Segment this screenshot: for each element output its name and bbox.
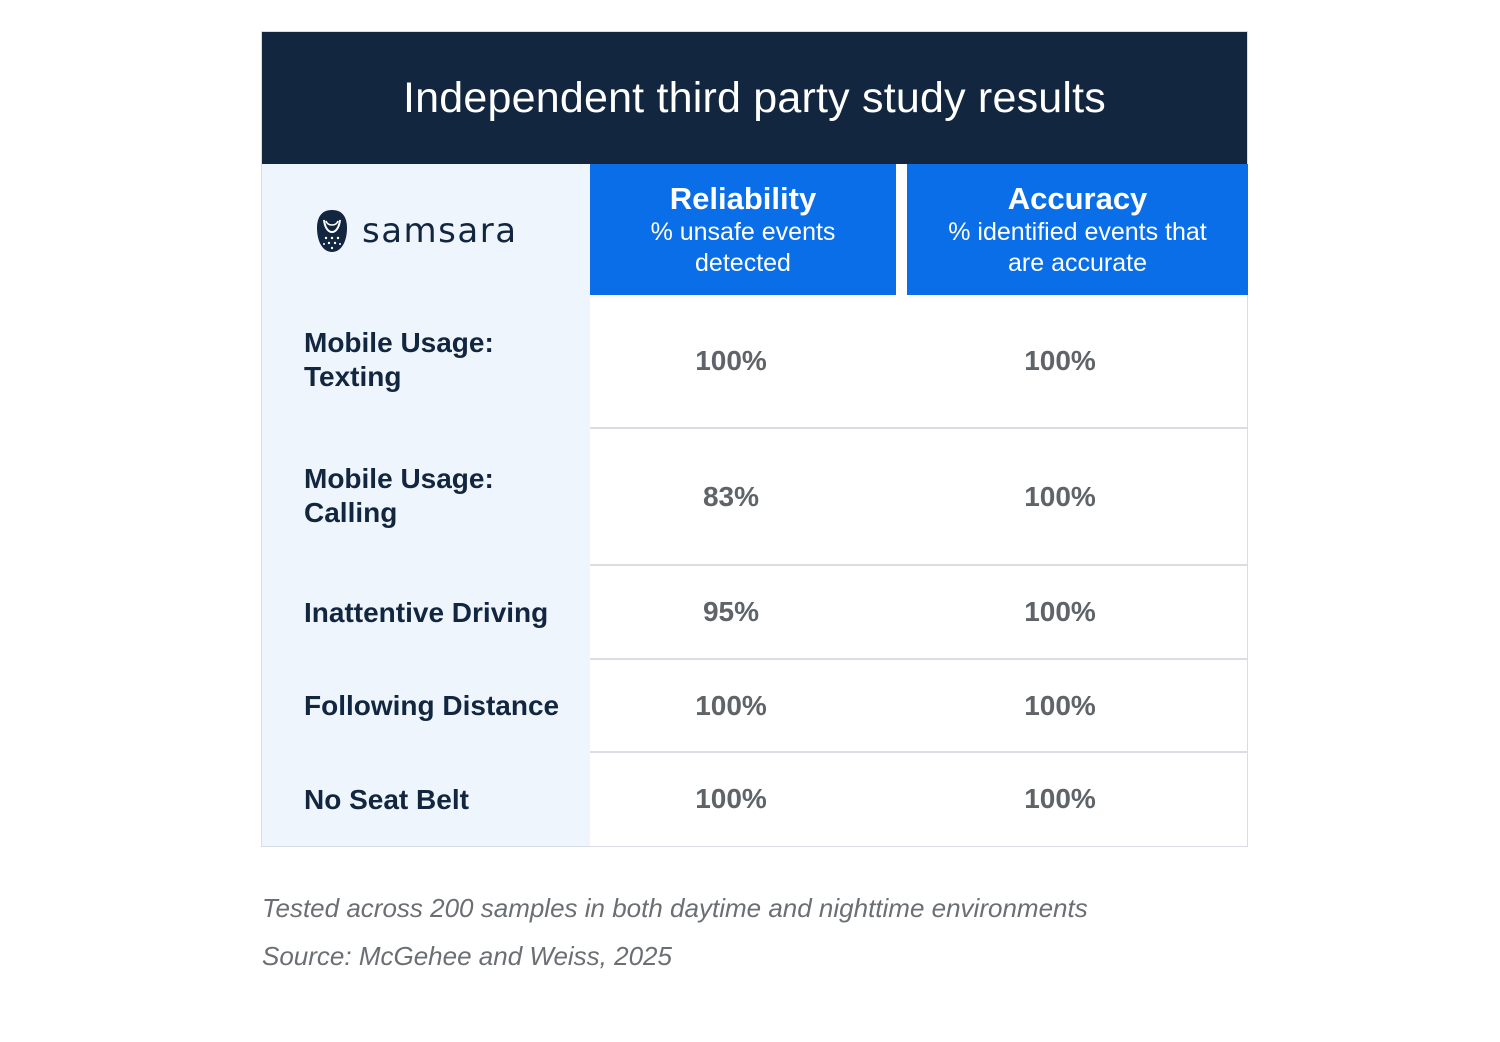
owl-logo-icon bbox=[317, 210, 347, 252]
title-bar: Independent third party study results bbox=[262, 32, 1247, 164]
footnote-samples: Tested across 200 samples in both daytim… bbox=[262, 893, 1088, 923]
reliability-value-calling: 83% bbox=[702, 481, 760, 512]
reliability-value-inattentive: 95% bbox=[702, 596, 760, 627]
row-divider bbox=[590, 751, 1247, 753]
reliability-value-following: 100% bbox=[695, 690, 767, 721]
reliability-subtitle: % unsafe events detected bbox=[650, 217, 836, 277]
footnotes: Tested across 200 samples in both daytim… bbox=[262, 884, 1088, 980]
row-divider bbox=[590, 658, 1247, 660]
row-label-inattentive: Inattentive Driving bbox=[304, 597, 549, 628]
row-divider bbox=[590, 427, 1247, 429]
reliability-value-seat-belt: 100% bbox=[695, 783, 767, 814]
row-label-following: Following Distance bbox=[304, 690, 560, 721]
samsara-logo: samsara bbox=[316, 208, 518, 254]
accuracy-subtitle: % identified events that are accurate bbox=[948, 217, 1207, 277]
row-label-column: samsara Mobile Usage: Texting Mobile Usa… bbox=[262, 164, 590, 846]
accuracy-value-calling: 100% bbox=[1024, 481, 1096, 512]
results-table-card: Independent third party study results sa… bbox=[261, 31, 1248, 847]
row-label-texting: Mobile Usage: Texting bbox=[304, 327, 494, 392]
reliability-header: Reliability % unsafe events detected bbox=[590, 164, 896, 295]
accuracy-value-seat-belt: 100% bbox=[1024, 783, 1096, 814]
reliability-value-texting: 100% bbox=[695, 345, 767, 376]
brand-name: samsara bbox=[362, 211, 518, 251]
footnote-source: Source: McGehee and Weiss, 2025 bbox=[262, 941, 672, 971]
accuracy-header: Accuracy % identified events that are ac… bbox=[907, 164, 1248, 295]
accuracy-value-following: 100% bbox=[1024, 690, 1096, 721]
accuracy-value-texting: 100% bbox=[1024, 345, 1096, 376]
row-divider bbox=[590, 564, 1247, 566]
accuracy-value-inattentive: 100% bbox=[1024, 596, 1096, 627]
row-label-calling: Mobile Usage: Calling bbox=[304, 463, 494, 528]
row-label-seat-belt: No Seat Belt bbox=[304, 784, 469, 815]
accuracy-title: Accuracy bbox=[1007, 180, 1148, 216]
table-title: Independent third party study results bbox=[403, 73, 1106, 122]
reliability-title: Reliability bbox=[669, 180, 817, 216]
